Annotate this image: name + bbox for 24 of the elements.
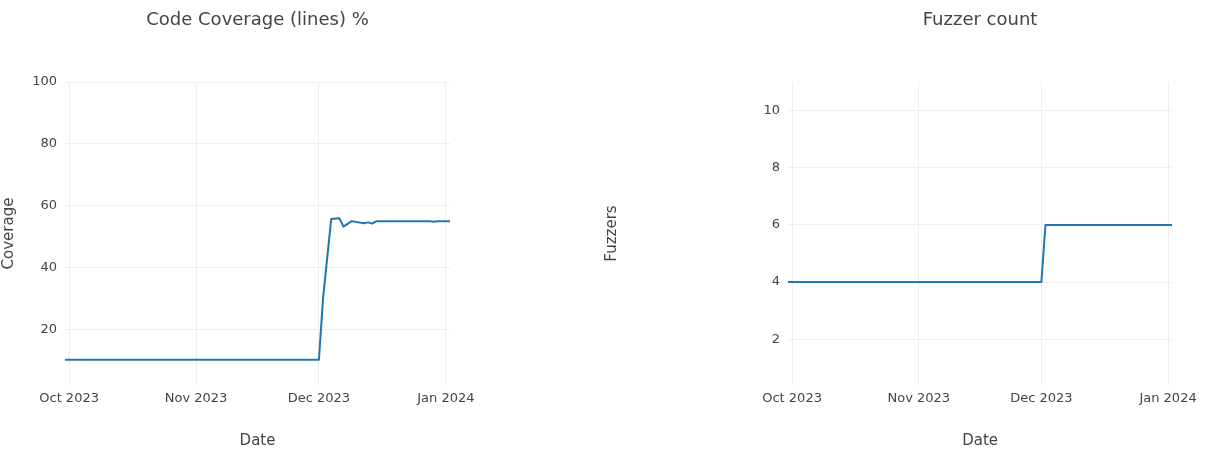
y-tick-label: 8 xyxy=(771,159,780,175)
x-tick-label: Nov 2023 xyxy=(887,390,951,406)
y-tick-label: 80 xyxy=(40,135,57,151)
x-tick-label: Jan 2024 xyxy=(416,390,475,406)
chart-title: Fuzzer count xyxy=(922,7,1038,29)
x-tick-label: Dec 2023 xyxy=(287,390,351,406)
x-axis-title: Date xyxy=(239,430,276,449)
chart-title: Code Coverage (lines) % xyxy=(146,7,369,29)
x-tick-label: Dec 2023 xyxy=(1010,390,1073,406)
x-tick-label: Oct 2023 xyxy=(39,390,99,406)
y-tick-label: 2 xyxy=(771,330,780,346)
y-tick-label: 40 xyxy=(40,258,57,274)
x-tick-label: Jan 2024 xyxy=(1138,390,1197,406)
y-tick-label: 6 xyxy=(771,216,780,232)
y-axis-title: Coverage xyxy=(0,197,17,270)
y-tick-label: 60 xyxy=(40,197,57,213)
y-axis-title: Fuzzers xyxy=(601,205,620,262)
y-tick-label: 10 xyxy=(763,101,780,117)
y-tick-label: 4 xyxy=(771,273,780,289)
y-tick-label: 100 xyxy=(32,73,57,89)
x-tick-label: Nov 2023 xyxy=(164,390,228,406)
x-tick-label: Oct 2023 xyxy=(762,390,822,406)
y-tick-label: 20 xyxy=(40,320,57,336)
x-axis-title: Date xyxy=(962,430,998,449)
